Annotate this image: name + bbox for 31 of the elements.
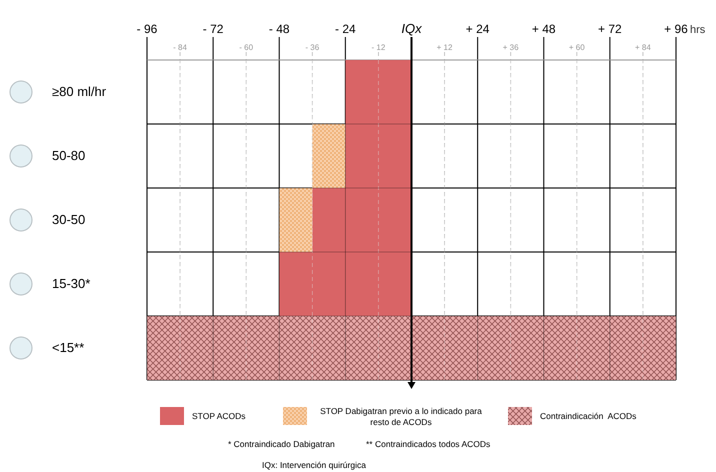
bar	[312, 124, 346, 188]
x2-tick-label: + 12	[436, 43, 454, 52]
x-tick-label: - 48	[268, 22, 290, 36]
text: * Contraindicado Dabigatran	[228, 439, 336, 449]
y-tick-label: <15**	[52, 340, 84, 355]
legend-label: Contraindicación ACODs	[540, 411, 636, 421]
x-tick-label: + 72	[598, 22, 622, 36]
x-tick-label: - 24	[335, 22, 356, 36]
x2-tick-label: + 36	[502, 43, 520, 52]
x2-tick-label: - 84	[173, 43, 188, 52]
x-tick-label: - 96	[136, 22, 158, 36]
x2-tick-label: + 84	[635, 43, 652, 52]
text: ** Contraindicados todos ACODs	[366, 439, 490, 449]
legend-label: STOP Dabigatran previo a lo indicado para resto de ACODs	[320, 406, 482, 427]
x2-tick-label: + 60	[568, 43, 586, 52]
text: IQx: Intervención quirúrgica	[262, 460, 366, 470]
x-tick-label: + 48	[532, 22, 556, 36]
x2-tick-label: - 60	[239, 43, 254, 52]
y-tick-label: 15-30*	[52, 276, 90, 291]
x-tick-label: + 24	[466, 22, 490, 36]
y-tick-label: 50-80	[52, 148, 86, 163]
x2-tick-label: - 12	[372, 43, 386, 52]
legend-label: STOP ACODs	[192, 411, 246, 421]
x-tick-label: IQx	[401, 21, 422, 36]
x2-tick-label: - 36	[305, 43, 320, 52]
y-tick-label: ≥80 ml/hr	[52, 84, 107, 99]
x-tick-label: + 96	[664, 22, 688, 36]
x-tick-label: - 72	[202, 22, 224, 36]
bar	[279, 188, 312, 252]
x-axis-title: hrs	[690, 24, 706, 36]
y-tick-label: 30-50	[52, 212, 86, 227]
